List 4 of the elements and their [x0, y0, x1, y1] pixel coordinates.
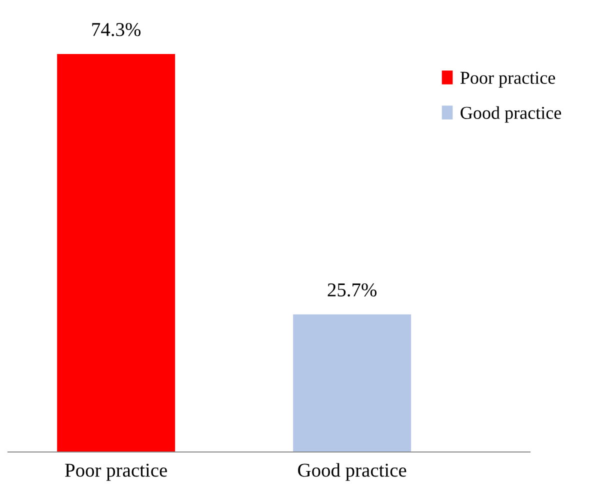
data-label: 25.7%: [328, 283, 377, 297]
legend-label: Poor practice: [460, 72, 556, 88]
legend-label: Good practice: [460, 106, 562, 123]
data-label: 74.3%: [92, 22, 141, 36]
